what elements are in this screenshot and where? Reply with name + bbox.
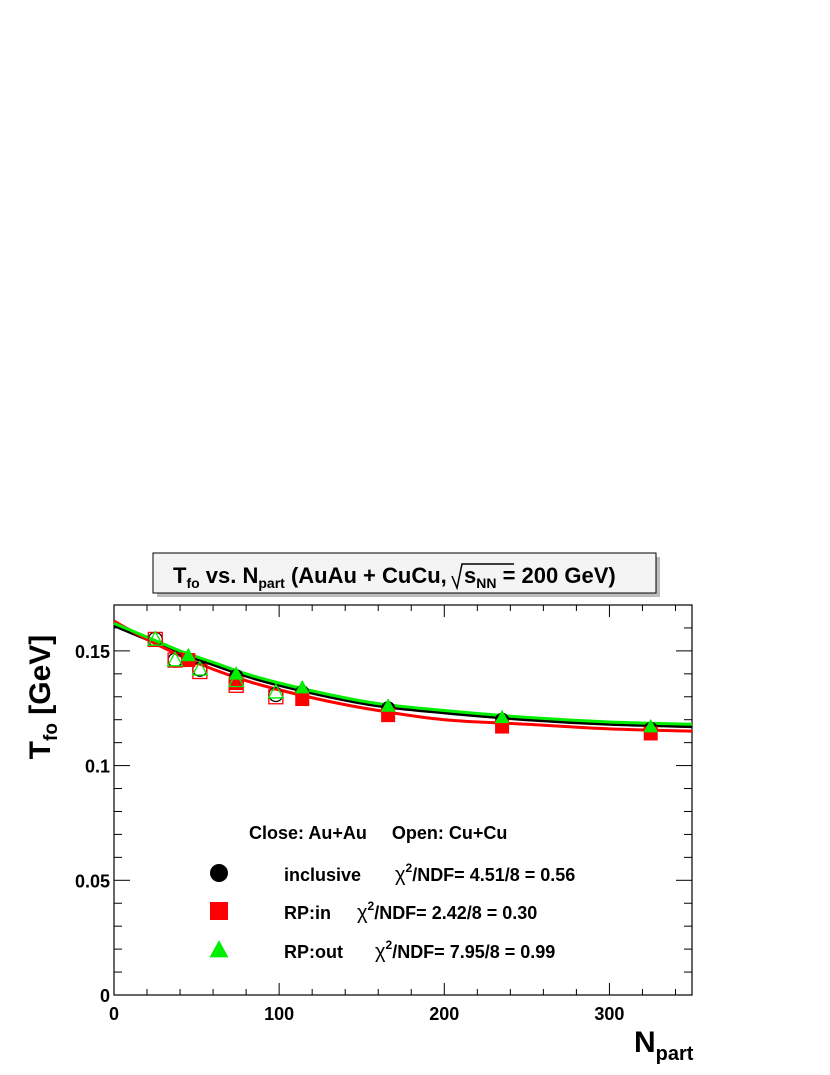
legend-chi-symbol: χ xyxy=(357,902,368,924)
title-sqrt-s: s xyxy=(464,563,476,588)
legend-chi2-rp-out: χ2/NDF= 7.95/8 = 0.99 xyxy=(375,938,555,963)
legend-name-rp-out: RP:out xyxy=(284,942,343,962)
legend-chi-exp: 2 xyxy=(368,899,375,913)
data-points xyxy=(146,630,659,741)
annotation-close-open: Close: Au+Au Open: Cu+Cu xyxy=(249,823,507,843)
y-label-sub: fo xyxy=(41,723,62,741)
y-label-unit: [GeV] xyxy=(24,635,57,723)
sqrt-sign-icon xyxy=(451,563,514,591)
x-tick-label: 200 xyxy=(429,1004,459,1024)
point-cucu-rp-out xyxy=(267,683,285,699)
y-axis-label: Tfo [GeV] xyxy=(24,635,62,760)
legend-chi2-rp-in: χ2/NDF= 2.42/8 = 0.30 xyxy=(357,899,537,924)
title-vs: vs. N xyxy=(200,563,259,588)
title-energy-value: = 200 GeV) xyxy=(496,563,615,588)
title-box-frame xyxy=(152,552,657,594)
fit-curve-rp-out xyxy=(113,621,693,726)
y-tick-label: 0.1 xyxy=(85,757,110,777)
title-sqrt-sub: NN xyxy=(476,575,496,591)
x-label-sub: part xyxy=(656,1043,694,1065)
point-cucu-rp-in xyxy=(192,663,208,680)
point-auau-rp-out xyxy=(228,666,244,680)
point-auau-rp-out xyxy=(180,647,196,662)
point-cucu-rp-out xyxy=(191,660,209,676)
point-cucu-rp-out xyxy=(146,630,164,646)
title-n-sub: part xyxy=(258,575,285,591)
title-box: Tfo vs. Npart (AuAu + CuCu, sNN = 200 Ge… xyxy=(152,552,660,597)
title-rest: (AuAu + CuCu, xyxy=(285,563,447,588)
axis-ticks: 0 100 200 300 0 0.05 0.1 0.15 xyxy=(75,604,692,1024)
x-label-n: N xyxy=(634,1026,656,1059)
point-auau-rp-out xyxy=(294,679,310,694)
x-tick-label: 0 xyxy=(109,1004,119,1024)
legend-marker-inclusive xyxy=(210,864,228,882)
title-energy: sNN = 200 GeV) xyxy=(464,563,616,591)
y-label-t: T xyxy=(24,741,57,759)
legend-chi2-inclusive: χ2/NDF= 4.51/8 = 0.56 xyxy=(395,861,575,886)
x-axis-label: Npart xyxy=(634,1026,694,1065)
legend-chi-value: /NDF= 4.51/8 = 0.56 xyxy=(412,865,575,885)
x-tick-label: 100 xyxy=(264,1004,294,1024)
legend-marker-rp-in xyxy=(210,902,228,920)
point-auau-rp-in xyxy=(295,692,310,707)
point-cucu-rp-out xyxy=(227,671,245,688)
point-auau-rp-out xyxy=(380,698,396,712)
title-t: T xyxy=(173,563,187,588)
legend-chi-exp: 2 xyxy=(406,861,413,875)
point-auau-rp-out xyxy=(494,709,510,724)
legend-chi-symbol: χ xyxy=(375,941,386,963)
legend-chi-value: /NDF= 2.42/8 = 0.30 xyxy=(374,903,537,923)
point-cucu-rp-out xyxy=(166,651,184,667)
title-t-sub: fo xyxy=(186,575,199,591)
plot-frame xyxy=(113,604,693,996)
chart-title: Tfo vs. Npart (AuAu + CuCu, xyxy=(173,563,447,591)
y-tick-label: 0.05 xyxy=(75,871,110,891)
x-tick-label: 300 xyxy=(594,1004,624,1024)
legend-name-inclusive: inclusive xyxy=(284,865,361,885)
legend-chi-exp: 2 xyxy=(386,938,393,952)
legend-chi-symbol: χ xyxy=(395,864,406,886)
y-tick-label: 0.15 xyxy=(75,642,110,662)
legend-marker-rp-out xyxy=(209,940,229,958)
legend-name-rp-in: RP:in xyxy=(284,903,331,923)
y-tick-label: 0 xyxy=(100,986,110,1006)
legend-chi-value: /NDF= 7.95/8 = 0.99 xyxy=(392,942,555,962)
point-auau-rp-out xyxy=(643,718,659,733)
